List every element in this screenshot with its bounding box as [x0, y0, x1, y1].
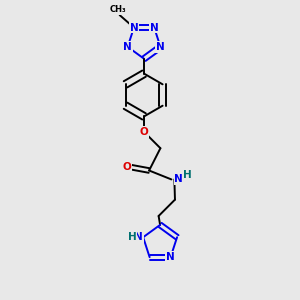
Text: N: N: [130, 22, 138, 33]
Text: N: N: [150, 22, 159, 33]
Text: N: N: [134, 232, 143, 242]
Text: CH₃: CH₃: [110, 5, 127, 14]
Text: N: N: [156, 42, 165, 52]
Text: O: O: [122, 162, 131, 172]
Text: H: H: [183, 170, 191, 180]
Text: N: N: [123, 42, 132, 52]
Text: N: N: [174, 174, 183, 184]
Text: H: H: [128, 232, 136, 242]
Text: O: O: [140, 127, 148, 137]
Text: N: N: [166, 252, 175, 262]
